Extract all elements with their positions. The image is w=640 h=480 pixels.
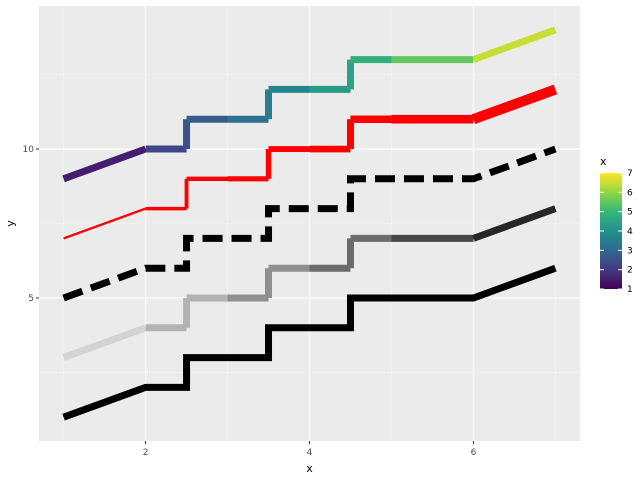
legend-ticks: 1 2 3 4 5 6 7 [600,169,633,295]
x-tick-label: 6 [471,448,477,458]
x-axis: 2 4 6 [143,441,477,458]
legend-tick-label: 2 [627,266,633,276]
series-segment [471,84,558,125]
legend-tick-label: 7 [627,169,633,179]
series-line [62,145,557,302]
y-axis-title: y [4,220,17,227]
series-segment [63,207,146,240]
legend-tick-label: 6 [627,188,633,198]
series-2 [62,205,557,361]
legend-tick-label: 5 [627,208,633,218]
x-axis-title: x [306,462,313,475]
legend-colorbar [600,173,622,289]
color-legend: x 1 2 3 4 5 6 7 [600,155,633,295]
x-tick-label: 4 [307,448,313,458]
legend-tick-label: 4 [627,227,633,237]
series-segment [62,145,147,183]
legend-tick-label: 3 [627,246,633,256]
series-1 [62,264,557,421]
legend-tick-label: 1 [627,285,633,295]
series-5 [62,26,557,183]
y-axis: 5 10 [23,145,39,304]
legend-title: x [600,155,607,168]
series-line [62,264,557,421]
series-layer [62,26,558,421]
series-segment [472,26,557,63]
y-tick-label: 5 [28,294,34,304]
y-tick-label: 10 [23,145,35,155]
grid-major [39,6,580,441]
series-segment [62,324,147,361]
series-segment [472,205,557,242]
series-3 [62,145,557,302]
series-4 [63,84,558,240]
x-tick-label: 2 [143,448,149,458]
